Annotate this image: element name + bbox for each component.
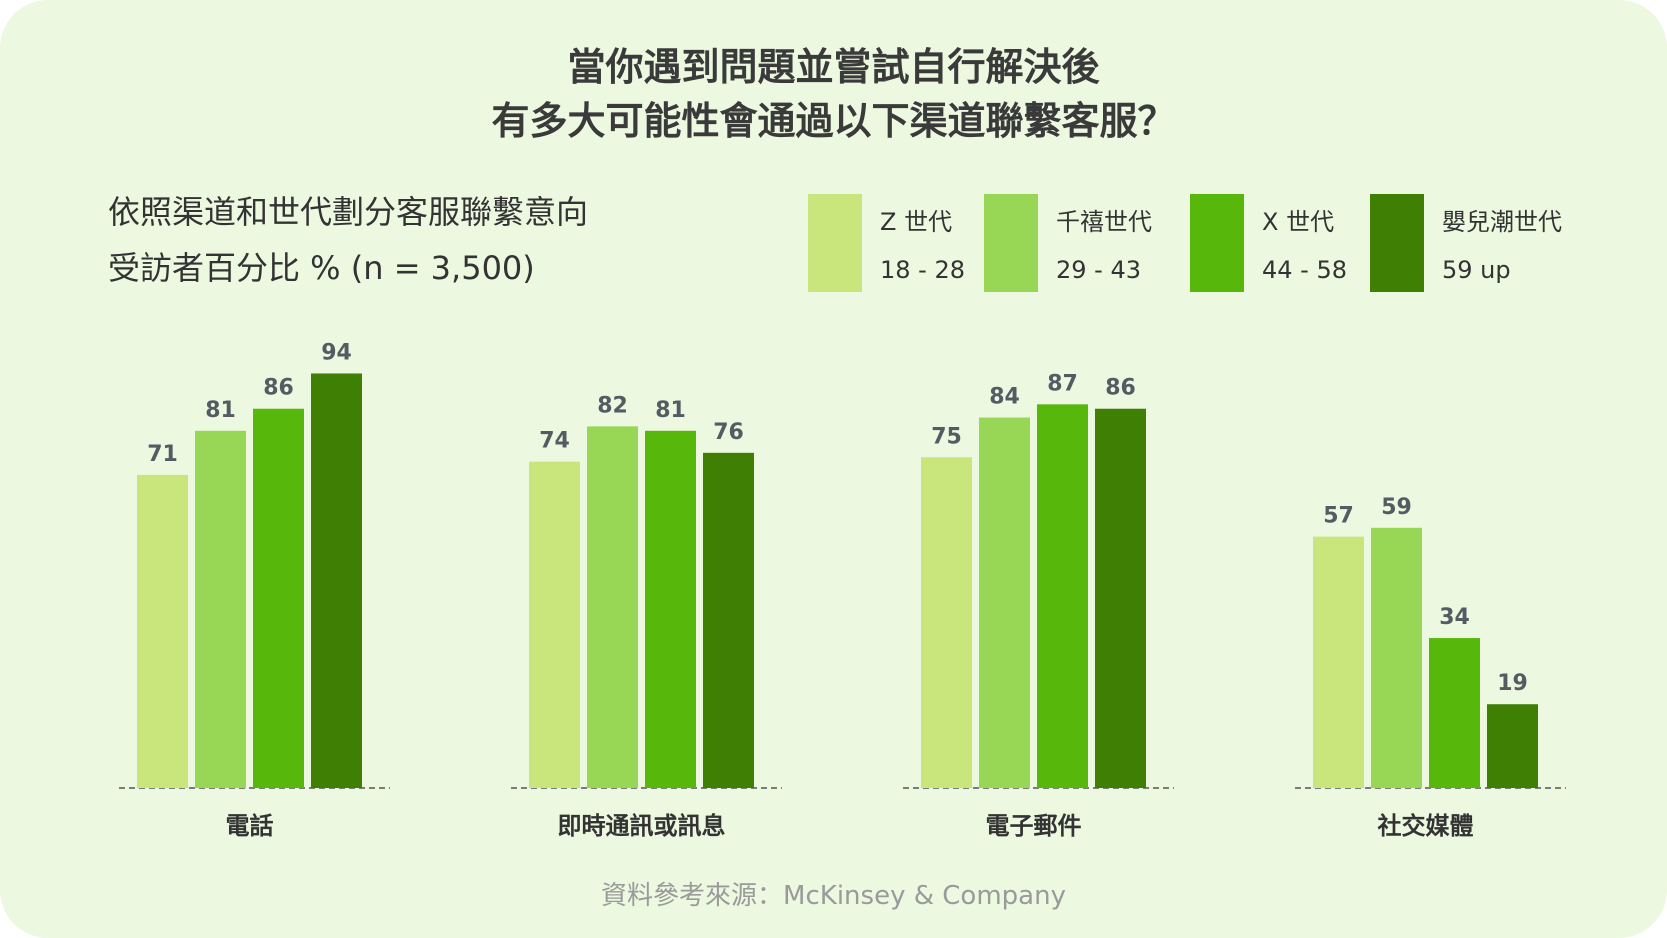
value-label-boomers-4: 19 (1497, 671, 1528, 696)
bar-group-1: 71 81 86 94 電話 (119, 340, 390, 840)
category-label-4: 社交媒體 (1378, 812, 1474, 840)
bar-boomers-2 (703, 452, 754, 788)
legend-range-boomers: 59 up (1442, 256, 1511, 284)
value-label-gen-x-4: 34 (1439, 605, 1470, 630)
bar-gen-z-3 (921, 457, 972, 788)
value-label-gen-z-4: 57 (1323, 504, 1354, 529)
legend-name-gen-z: Z 世代 (880, 208, 953, 236)
bar-gen-x-1 (253, 408, 304, 788)
value-label-millennials-1: 81 (205, 398, 236, 423)
bar-millennials-1 (195, 430, 246, 788)
bar-gen-x-4 (1429, 638, 1480, 788)
legend-swatch-boomers (1370, 194, 1424, 292)
legend-range-gen-x: 44 - 58 (1262, 256, 1347, 284)
value-label-millennials-4: 59 (1381, 495, 1412, 520)
value-label-boomers-3: 86 (1105, 376, 1136, 401)
bar-gen-z-4 (1313, 536, 1364, 788)
chart-title: 當你遇到問題並嘗試自行解決後 有多大可能性會通過以下渠道聯繫客服？ (0, 40, 1667, 148)
value-label-gen-z-2: 74 (539, 429, 570, 454)
value-label-gen-z-3: 75 (931, 424, 962, 449)
value-label-gen-x-1: 86 (263, 376, 294, 401)
legend-swatch-gen-z (808, 194, 862, 292)
bar-gen-x-3 (1037, 404, 1088, 788)
category-label-1: 電話 (226, 812, 274, 840)
bar-group-3: 75 84 87 86 電子郵件 (903, 371, 1174, 840)
bar-gen-z-1 (137, 474, 188, 788)
category-label-3: 電子郵件 (986, 812, 1082, 840)
legend-name-boomers: 嬰兒潮世代 (1442, 208, 1562, 236)
subtitle-line-2: 受訪者百分比 % (n = 3,500) (108, 249, 535, 287)
title-line-2: 有多大可能性會通過以下渠道聯繫客服？ (491, 99, 1176, 143)
category-label-2: 即時通訊或訊息 (558, 812, 726, 840)
bar-millennials-3 (979, 417, 1030, 788)
legend-range-gen-z: 18 - 28 (880, 256, 965, 284)
legend-name-gen-x: X 世代 (1262, 208, 1335, 236)
bar-millennials-4 (1371, 527, 1422, 788)
bar-gen-x-2 (645, 430, 696, 788)
chart-subtitle: 依照渠道和世代劃分客服聯繫意向 受訪者百分比 % (n = 3,500) (108, 184, 588, 296)
legend-range-millennials: 29 - 43 (1056, 256, 1141, 284)
value-label-millennials-2: 82 (597, 393, 628, 418)
bar-group-4: 57 59 34 19 社交媒體 (1295, 495, 1566, 840)
value-label-gen-x-2: 81 (655, 398, 686, 423)
value-label-gen-x-3: 87 (1047, 371, 1078, 396)
bar-boomers-1 (311, 373, 362, 788)
bar-boomers-4 (1487, 704, 1538, 788)
legend-name-millennials: 千禧世代 (1056, 208, 1152, 236)
bar-millennials-2 (587, 426, 638, 788)
value-label-boomers-2: 76 (713, 420, 744, 445)
bar-gen-z-2 (529, 461, 580, 788)
title-line-1: 當你遇到問題並嘗試自行解決後 (567, 45, 1100, 89)
bar-group-2: 74 82 81 76 即時通訊或訊息 (511, 393, 782, 840)
legend-swatch-millennials (984, 194, 1038, 292)
legend-swatch-gen-x (1190, 194, 1244, 292)
subtitle-line-1: 依照渠道和世代劃分客服聯繫意向 (108, 193, 589, 231)
source-note: 資料參考來源：McKinsey & Company (601, 881, 1066, 911)
value-label-gen-z-1: 71 (147, 442, 178, 467)
bar-boomers-3 (1095, 408, 1146, 788)
value-label-millennials-3: 84 (989, 385, 1020, 410)
value-label-boomers-1: 94 (321, 340, 352, 365)
